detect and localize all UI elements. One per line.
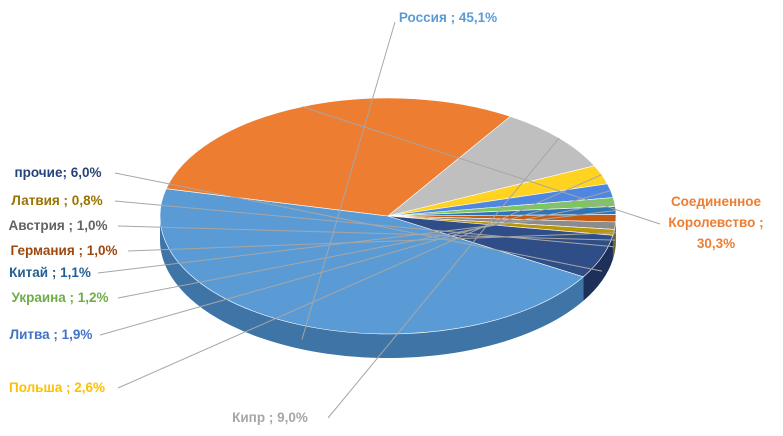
data-label-украина: Украина ; 1,2% bbox=[11, 290, 108, 305]
data-label-китай: Китай ; 1,1% bbox=[9, 265, 91, 280]
leader-line-кипр bbox=[327, 137, 560, 419]
pie-side-австрия bbox=[614, 222, 616, 254]
data-label-германия: Германия ; 1,0% bbox=[11, 243, 118, 258]
data-label-россия: Россия ; 45,1% bbox=[399, 10, 497, 25]
leader-line-украина bbox=[117, 201, 615, 299]
slice-labels: Россия ; 45,1% Соединенное Королевство ; 30… bbox=[8, 10, 763, 425]
leader-line-германия bbox=[127, 232, 616, 252]
leader-line-прочие bbox=[114, 172, 603, 272]
data-label-австрия: Австрия ; 1,0% bbox=[8, 218, 107, 233]
leader-line-польша bbox=[117, 174, 602, 389]
data-label-кипр: Кипр ; 9,0% bbox=[232, 410, 308, 425]
data-label-латвия: Латвия ; 0,8% bbox=[11, 193, 102, 208]
data-label-польша: Польша ; 2,6% bbox=[9, 380, 105, 395]
data-label-прочие: прочие; 6,0% bbox=[15, 165, 102, 180]
leader-line-латвия bbox=[114, 200, 614, 248]
data-label-литва: Литва ; 1,9% bbox=[10, 327, 93, 342]
leader-lines bbox=[97, 21, 661, 419]
leader-line-литва bbox=[99, 190, 611, 336]
leader-line-австрия bbox=[117, 225, 616, 241]
pie-slice-россия bbox=[159, 188, 585, 335]
data-label-соединенное-королевство: Соединенное Королевство ; 30,3% bbox=[668, 194, 763, 251]
leader-line-китай bbox=[97, 210, 616, 274]
pie-side-латвия bbox=[612, 229, 615, 260]
leader-line-россия bbox=[301, 21, 396, 340]
